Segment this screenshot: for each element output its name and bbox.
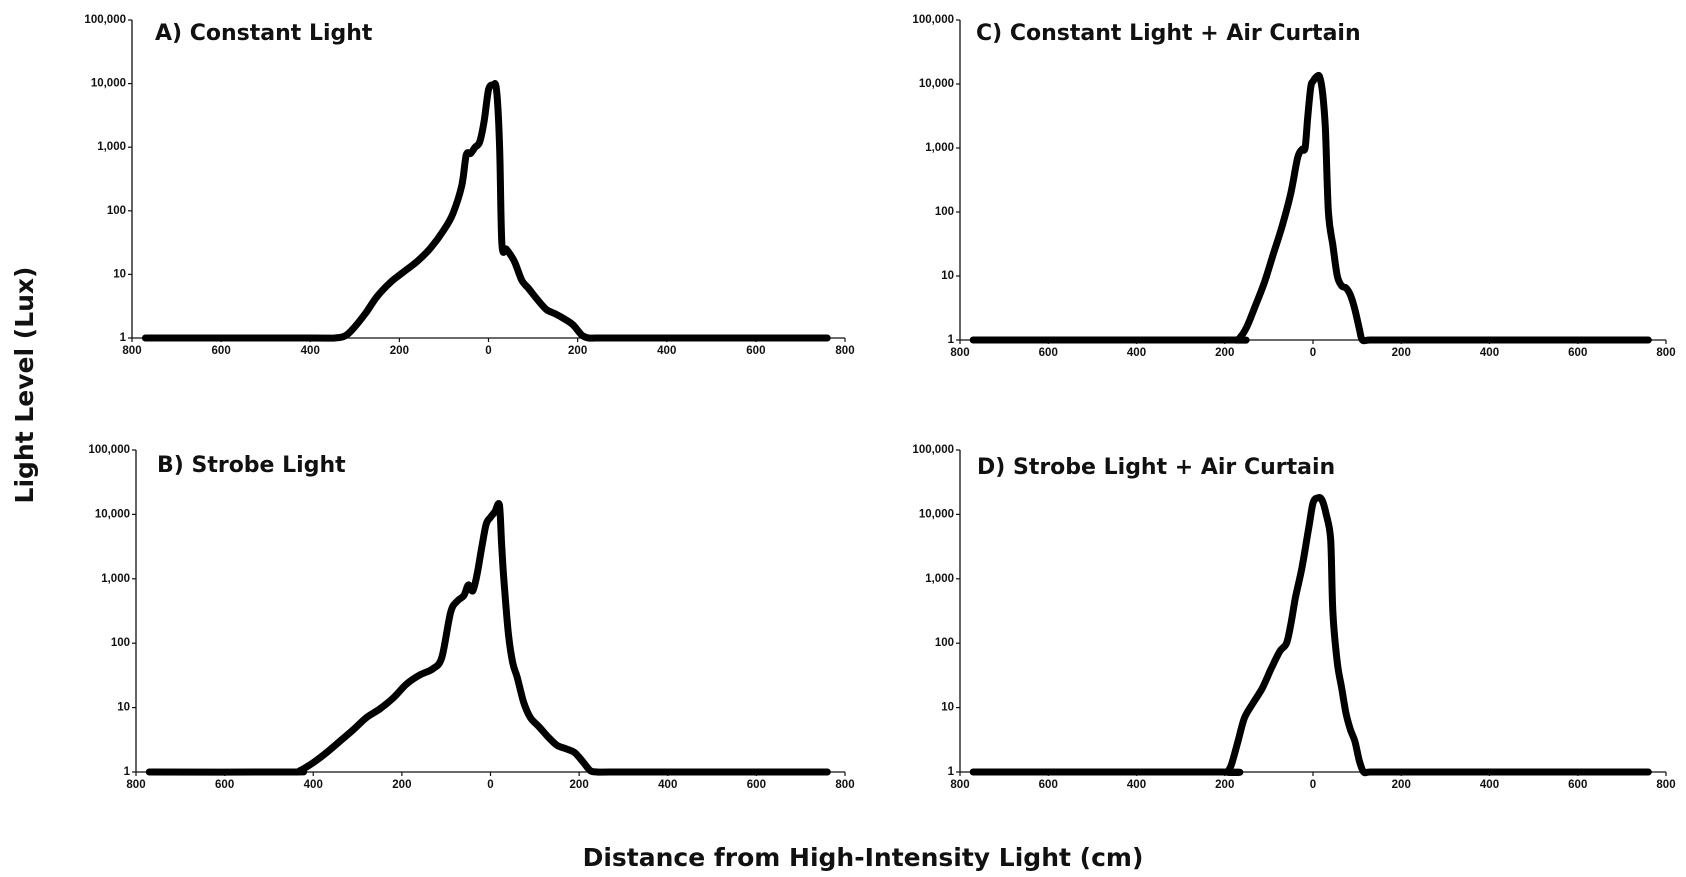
x-tick-label: 600 xyxy=(1039,779,1058,791)
y-tick-label: 10,000 xyxy=(919,78,954,90)
series-line xyxy=(969,494,1652,777)
x-axis-title: Distance from High-Intensity Light (cm) xyxy=(583,843,1144,872)
x-tick-label: 200 xyxy=(1215,779,1234,791)
y-tick-label: 10,000 xyxy=(919,508,954,520)
y-tick-label: 10 xyxy=(941,270,954,282)
y-tick-label: 1,000 xyxy=(101,573,130,585)
y-tick-label: 1 xyxy=(948,766,955,778)
panel-d-strobe-light-air-curtain: D) Strobe Light + Air Curtain 1 10 100 1,000… xyxy=(912,444,1675,791)
y-tick-label: 10 xyxy=(117,702,130,714)
x-tick-label: 600 xyxy=(1568,347,1587,359)
x-tick-label: 200 xyxy=(390,345,409,357)
x-tick-label: 800 xyxy=(950,779,969,791)
y-tick-label: 1 xyxy=(948,334,955,346)
panel-title: A) Constant Light xyxy=(155,21,373,46)
x-tick-label: 0 xyxy=(485,345,491,357)
y-tick-label: 1 xyxy=(124,766,131,778)
x-tick-label: 600 xyxy=(747,779,766,791)
y-tick-label: 10,000 xyxy=(95,508,130,520)
x-tick-label: 200 xyxy=(1215,347,1234,359)
y-tick-label: 100,000 xyxy=(84,14,126,26)
y-tick-label: 1 xyxy=(120,332,127,344)
panel-title: B) Strobe Light xyxy=(157,453,346,478)
x-tick-label: 600 xyxy=(212,345,231,357)
panel-title: D) Strobe Light + Air Curtain xyxy=(977,455,1335,480)
x-tick-label: 600 xyxy=(215,779,234,791)
series-line xyxy=(969,71,1652,345)
y-tick-label: 10 xyxy=(941,702,954,714)
y-tick-label: 10 xyxy=(113,268,126,280)
y-tick-label: 10,000 xyxy=(91,78,126,90)
x-tick-label: 400 xyxy=(1127,347,1146,359)
x-tick-label: 400 xyxy=(1480,347,1499,359)
x-tick-label: 200 xyxy=(568,345,587,357)
y-tick-label: 100 xyxy=(935,637,954,649)
panel-a-constant-light: A) Constant Light 1 10 100 1,000 10,000 100,00… xyxy=(84,14,854,357)
x-tick-label: 200 xyxy=(392,779,411,791)
y-tick-label: 1,000 xyxy=(97,141,126,153)
y-tick-label: 100,000 xyxy=(88,444,130,456)
x-tick-label: 800 xyxy=(835,779,854,791)
panel-b-strobe-light: B) Strobe Light 1 10 100 1,000 10,000 100,000 8… xyxy=(88,444,854,791)
x-tick-label: 600 xyxy=(1568,779,1587,791)
x-tick-label: 0 xyxy=(1310,779,1316,791)
y-tick-label: 100 xyxy=(111,637,130,649)
y-tick-label: 100 xyxy=(107,205,126,217)
x-tick-label: 0 xyxy=(487,779,493,791)
series-line xyxy=(141,80,831,342)
x-tick-label: 800 xyxy=(1656,779,1675,791)
x-tick-label: 400 xyxy=(301,345,320,357)
series-line xyxy=(145,500,831,776)
x-tick-label: 600 xyxy=(746,345,765,357)
x-tick-label: 0 xyxy=(1310,347,1316,359)
x-tick-label: 400 xyxy=(1127,779,1146,791)
x-tick-label: 800 xyxy=(950,347,969,359)
x-tick-label: 400 xyxy=(1480,779,1499,791)
y-tick-label: 100,000 xyxy=(912,444,954,456)
x-tick-label: 400 xyxy=(657,345,676,357)
y-tick-label: 1,000 xyxy=(925,142,954,154)
y-tick-label: 100,000 xyxy=(912,14,954,26)
panel-title: C) Constant Light + Air Curtain xyxy=(976,21,1361,46)
x-tick-label: 800 xyxy=(835,345,854,357)
y-tick-label: 1,000 xyxy=(925,573,954,585)
x-tick-label: 600 xyxy=(1039,347,1058,359)
x-tick-label: 400 xyxy=(658,779,677,791)
x-tick-label: 800 xyxy=(1656,347,1675,359)
x-tick-label: 400 xyxy=(304,779,323,791)
y-tick-label: 100 xyxy=(935,206,954,218)
x-tick-label: 200 xyxy=(570,779,589,791)
x-tick-label: 800 xyxy=(126,779,145,791)
panel-c-constant-light-air-curtain: C) Constant Light + Air Curtain 1 10 100 1,0… xyxy=(912,14,1675,359)
x-tick-label: 200 xyxy=(1392,347,1411,359)
x-tick-label: 800 xyxy=(122,345,141,357)
y-axis-title: Light Level (Lux) xyxy=(10,267,39,504)
x-tick-label: 200 xyxy=(1392,779,1411,791)
